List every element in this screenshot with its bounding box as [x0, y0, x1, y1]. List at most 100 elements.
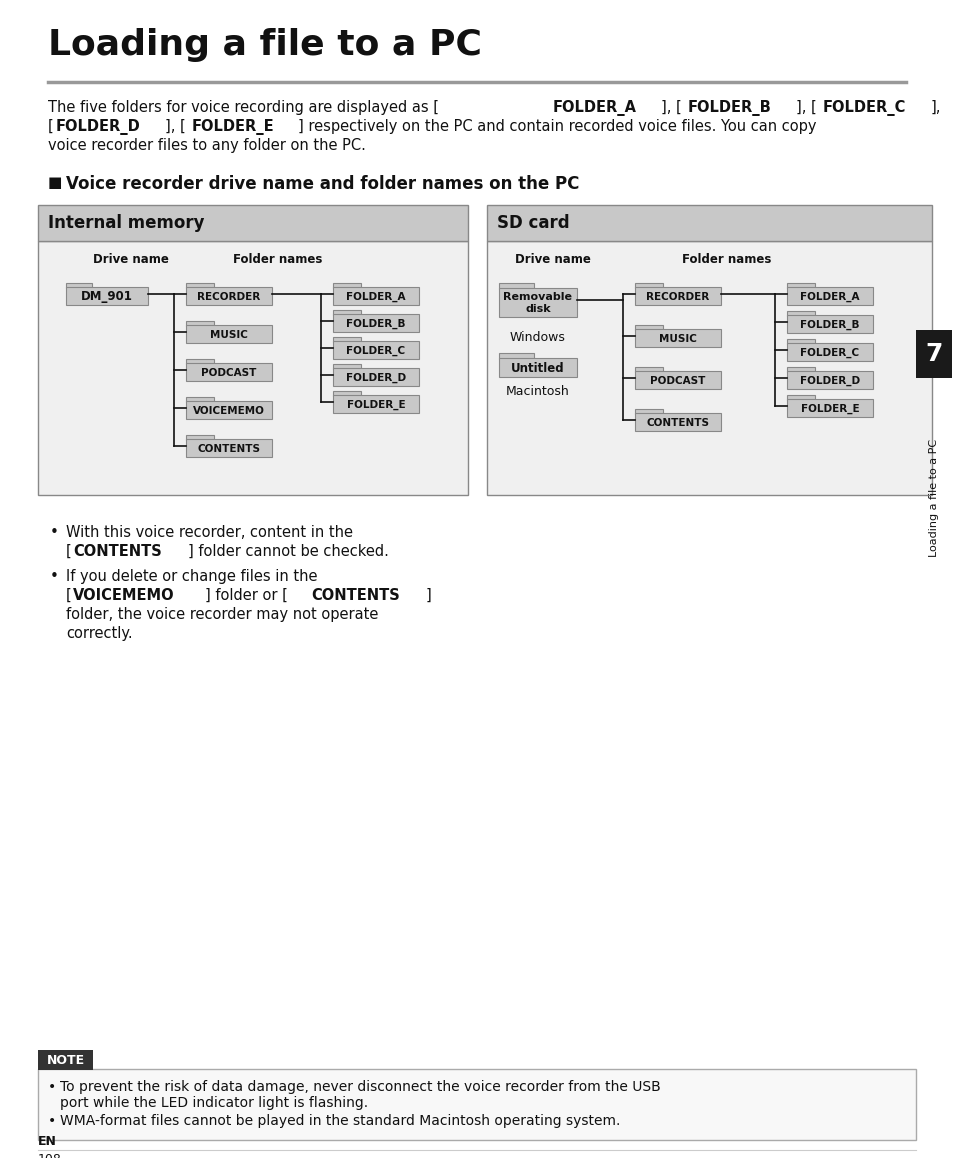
Bar [333, 310, 360, 315]
Text: PODCAST: PODCAST [650, 375, 705, 386]
Bar [333, 283, 360, 288]
Bar [333, 340, 418, 359]
Text: PODCAST: PODCAST [201, 367, 256, 378]
Text: FOLDER_E: FOLDER_E [346, 400, 405, 410]
Bar [786, 315, 872, 334]
Text: Drive name: Drive name [92, 252, 169, 266]
Text: ], [: ], [ [165, 119, 185, 134]
Bar [186, 397, 213, 402]
Text: Windows: Windows [510, 331, 565, 344]
Text: voice recorder files to any folder on the PC.: voice recorder files to any folder on th… [48, 138, 366, 153]
Text: CONTENTS: CONTENTS [197, 444, 260, 454]
Text: MUSIC: MUSIC [210, 330, 248, 339]
Bar [186, 321, 213, 327]
Bar [38, 241, 468, 494]
Text: ] folder or [: ] folder or [ [204, 588, 287, 603]
Bar [786, 395, 814, 400]
Bar [333, 368, 418, 386]
Text: FOLDER_E: FOLDER_E [192, 119, 274, 135]
Bar [498, 358, 577, 378]
Bar [186, 439, 272, 457]
Text: •: • [50, 525, 59, 540]
Text: ], [: ], [ [660, 100, 681, 115]
Bar [915, 330, 951, 378]
Bar [186, 362, 272, 381]
Bar [498, 353, 534, 359]
Bar [486, 241, 931, 494]
Text: ]: ] [426, 588, 432, 603]
Bar [333, 287, 418, 305]
Bar [333, 337, 360, 342]
Text: ],: ], [929, 100, 940, 115]
Text: Voice recorder drive name and folder names on the PC: Voice recorder drive name and folder nam… [66, 175, 578, 193]
Text: EN: EN [38, 1135, 57, 1148]
Bar [333, 395, 418, 413]
Bar [635, 287, 720, 305]
Text: FOLDER_A: FOLDER_A [346, 292, 405, 301]
Text: Untitled: Untitled [511, 361, 564, 374]
Bar [333, 391, 360, 396]
Text: •: • [48, 1080, 56, 1094]
Text: MUSIC: MUSIC [659, 334, 697, 344]
Text: •: • [50, 569, 59, 584]
Text: FOLDER_B: FOLDER_B [687, 100, 771, 116]
Text: Folder names: Folder names [681, 252, 771, 266]
Text: ■: ■ [48, 175, 62, 190]
Text: FOLDER_B: FOLDER_B [346, 318, 405, 329]
Bar [635, 325, 661, 330]
Bar [38, 1069, 915, 1139]
Bar [333, 364, 360, 369]
Bar [786, 283, 814, 288]
Bar [786, 339, 814, 344]
Bar [66, 283, 92, 288]
Text: correctly.: correctly. [66, 626, 132, 642]
Text: [: [ [66, 588, 71, 603]
Text: Drive name: Drive name [515, 252, 590, 266]
Bar [635, 367, 661, 372]
Text: Folder names: Folder names [233, 252, 322, 266]
Bar [498, 283, 534, 290]
Text: RECORDER: RECORDER [646, 292, 709, 301]
Text: CONTENTS: CONTENTS [646, 418, 709, 427]
Text: 108: 108 [38, 1153, 62, 1158]
Bar [186, 325, 272, 343]
Bar [786, 367, 814, 372]
Text: FOLDER_C: FOLDER_C [346, 345, 405, 356]
Text: Removable
disk: Removable disk [503, 292, 572, 314]
Text: Loading a file to a PC: Loading a file to a PC [928, 439, 938, 557]
Text: port while the LED indicator light is flashing.: port while the LED indicator light is fl… [60, 1095, 368, 1111]
Text: FOLDER_D: FOLDER_D [346, 373, 406, 382]
Bar [38, 1050, 92, 1070]
Text: VOICEMEMO: VOICEMEMO [193, 405, 265, 416]
Bar [786, 287, 872, 305]
Text: CONTENTS: CONTENTS [73, 544, 162, 559]
Text: FOLDER_D: FOLDER_D [55, 119, 140, 135]
Bar [38, 205, 468, 241]
Bar [186, 283, 213, 288]
Text: With this voice recorder, content in the: With this voice recorder, content in the [66, 525, 353, 540]
Text: The five folders for voice recording are displayed as [: The five folders for voice recording are… [48, 100, 438, 115]
Text: •: • [48, 1114, 56, 1128]
Text: FOLDER_A: FOLDER_A [800, 292, 859, 301]
Bar [186, 359, 213, 364]
Text: FOLDER_C: FOLDER_C [821, 100, 905, 116]
Text: 7: 7 [924, 342, 942, 366]
Bar [635, 413, 720, 431]
Bar [333, 314, 418, 332]
Text: Internal memory: Internal memory [48, 214, 204, 232]
Text: To prevent the risk of data damage, never disconnect the voice recorder from the: To prevent the risk of data damage, neve… [60, 1080, 660, 1094]
Text: FOLDER_D: FOLDER_D [800, 375, 860, 386]
Text: folder, the voice recorder may not operate: folder, the voice recorder may not opera… [66, 607, 378, 622]
Bar [635, 409, 661, 415]
Bar [66, 287, 148, 305]
Bar [635, 329, 720, 347]
Text: VOICEMEMO: VOICEMEMO [73, 588, 174, 603]
Bar [186, 435, 213, 440]
Bar [486, 205, 931, 241]
Text: SD card: SD card [497, 214, 569, 232]
Text: If you delete or change files in the: If you delete or change files in the [66, 569, 317, 584]
Text: FOLDER_B: FOLDER_B [800, 320, 859, 330]
Text: Macintosh: Macintosh [506, 384, 569, 398]
Text: [: [ [66, 544, 71, 559]
Text: RECORDER: RECORDER [197, 292, 260, 301]
